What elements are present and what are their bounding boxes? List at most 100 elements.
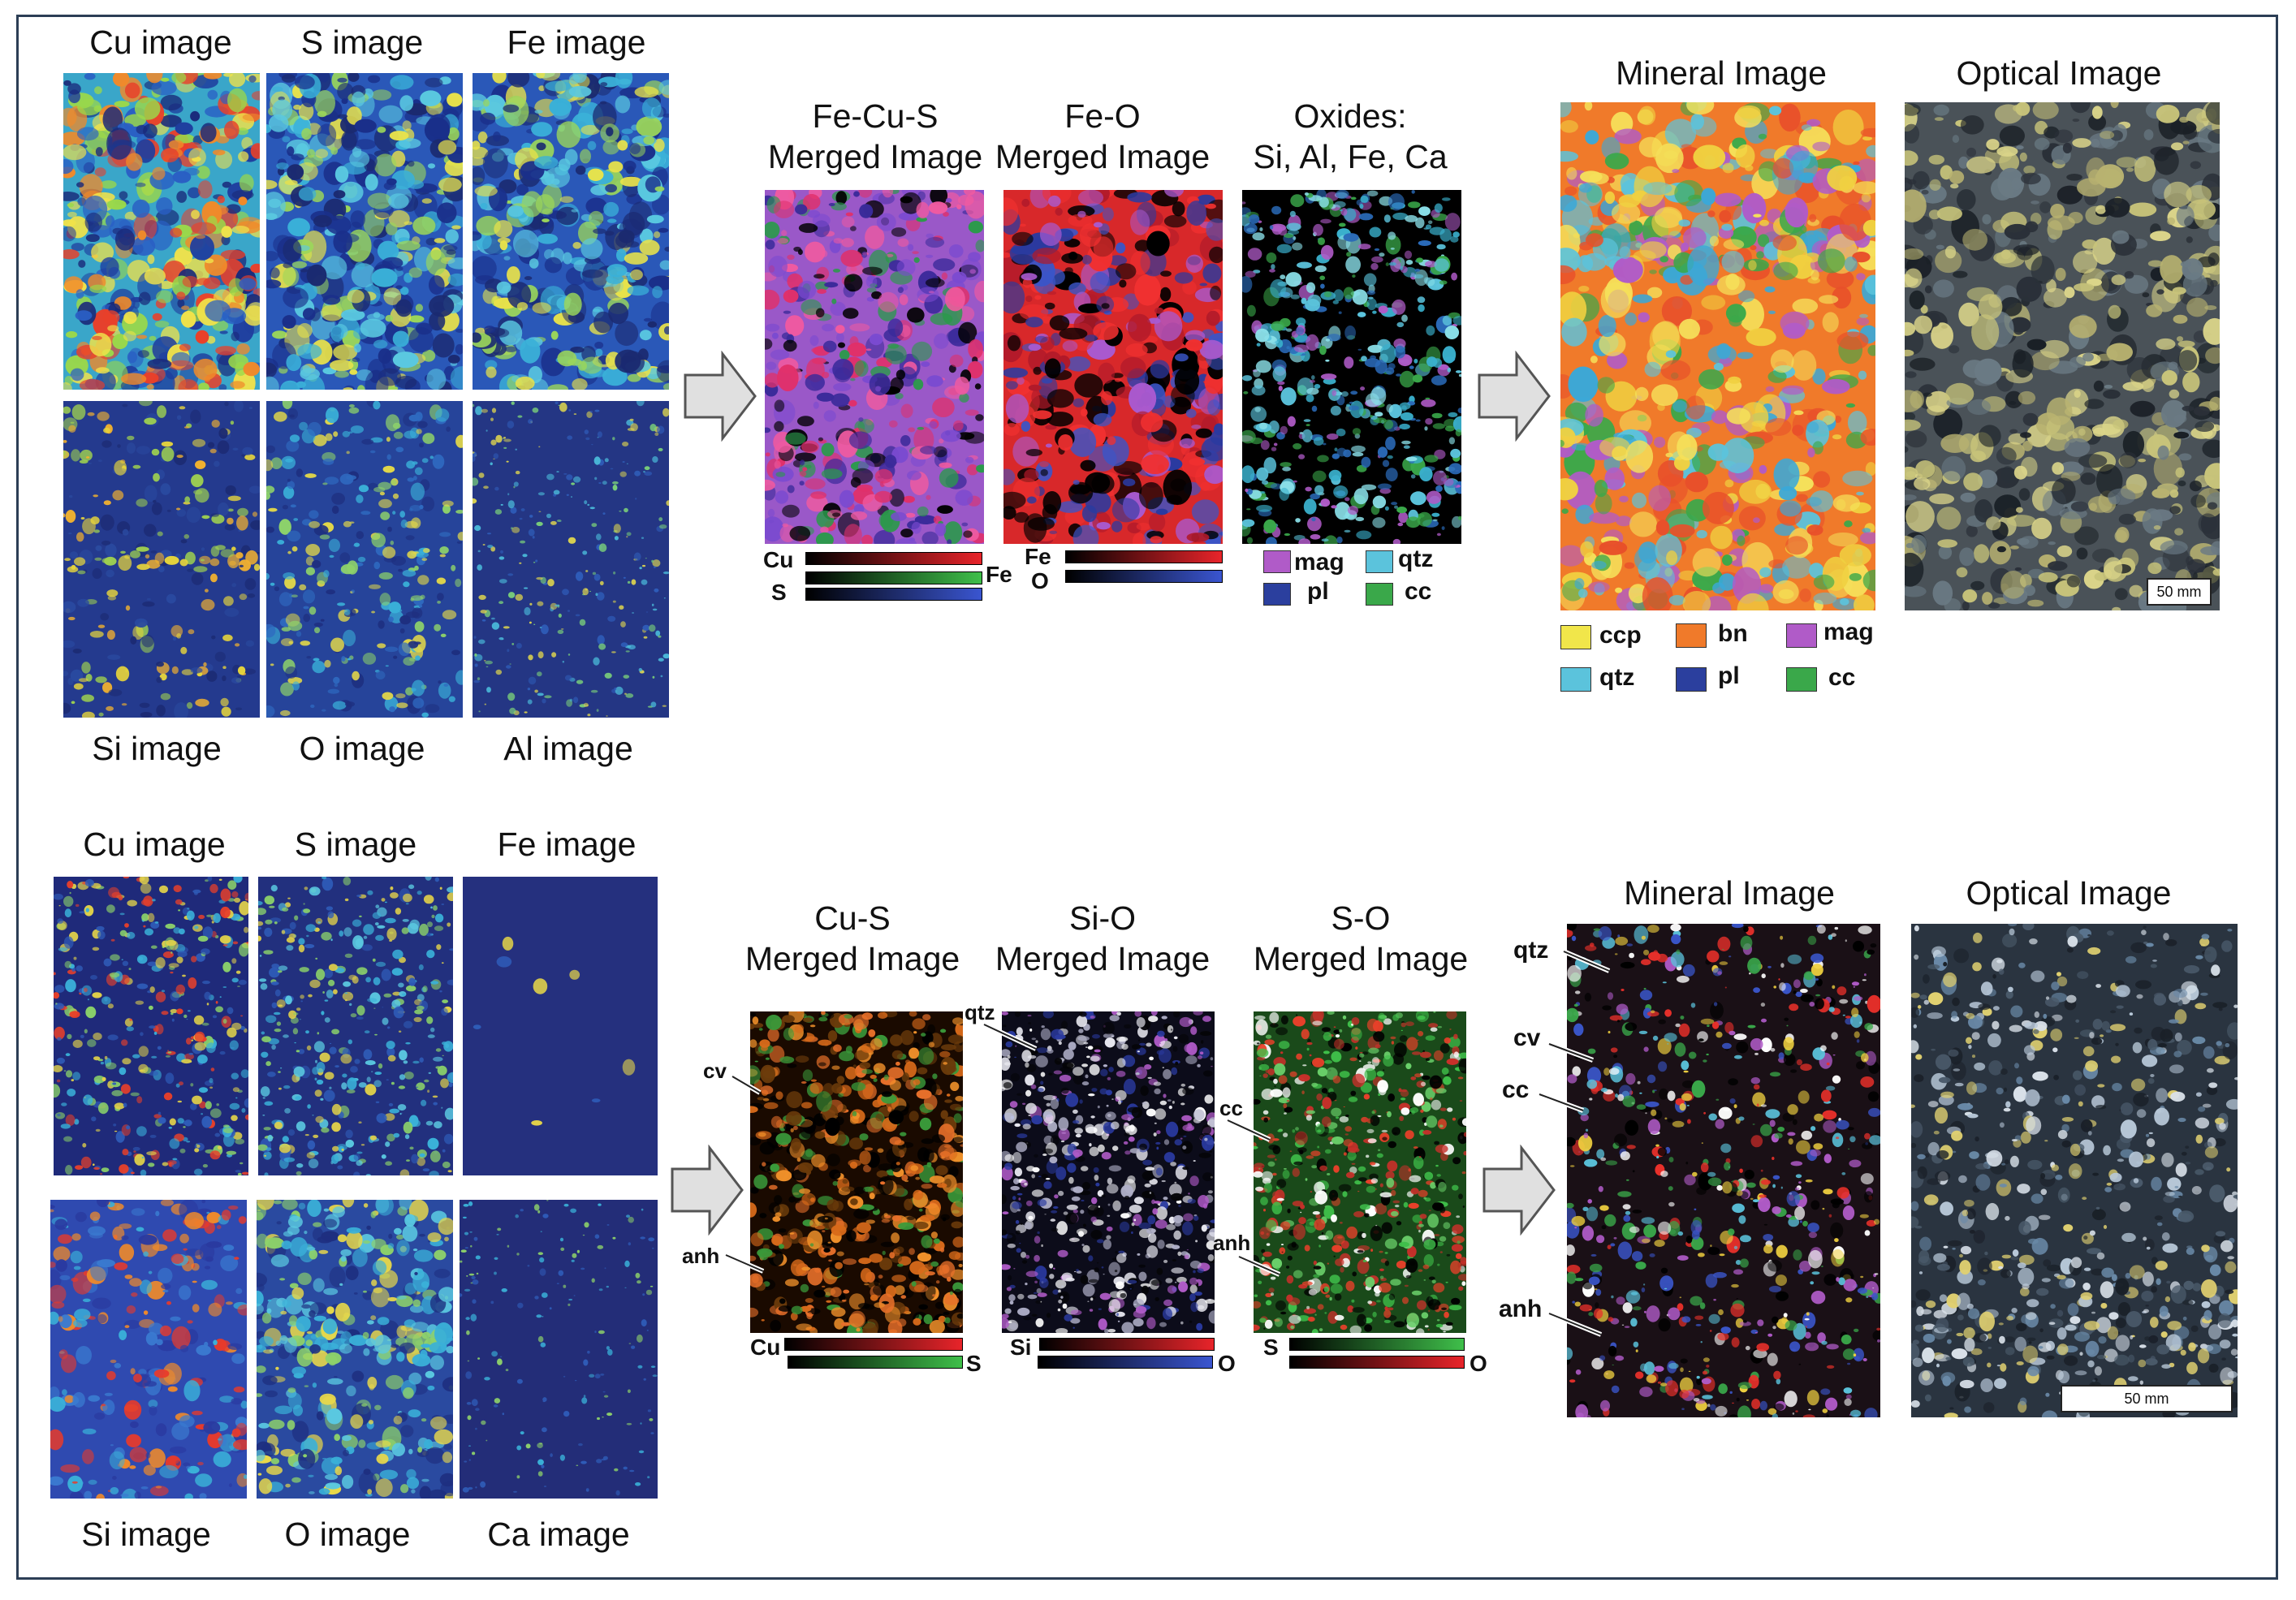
texture-grain [635, 498, 637, 500]
texture-grain [1952, 135, 1960, 144]
texture-grain [252, 511, 258, 517]
texture-grain [301, 127, 312, 140]
texture-grain [161, 148, 179, 163]
texture-grain [63, 406, 71, 414]
texture-grain [1199, 339, 1223, 360]
texture-grain [1339, 209, 1343, 212]
texture-grain [774, 399, 785, 412]
texture-grain [284, 576, 296, 589]
texture-grain [159, 885, 168, 894]
texture-grain [194, 1031, 205, 1042]
texture-grain [448, 696, 455, 702]
texture-grain [529, 258, 539, 269]
texture-grain [399, 628, 405, 634]
texture-grain [1293, 443, 1302, 450]
texture-grain [2189, 481, 2202, 492]
texture-grain [507, 282, 532, 308]
texture-grain [844, 274, 863, 292]
texture-grain [395, 375, 417, 389]
texture-grain [1405, 260, 1413, 265]
top-fe-map [473, 73, 669, 390]
texture-grain [765, 289, 780, 310]
texture-grain [63, 144, 87, 161]
texture-grain [76, 127, 99, 141]
texture-grain [897, 287, 904, 293]
texture-grain [925, 236, 945, 248]
texture-grain [799, 481, 805, 486]
texture-grain [280, 380, 300, 390]
texture-grain [1809, 213, 1817, 222]
texture-grain [1047, 412, 1074, 427]
texture-grain [1352, 428, 1362, 436]
texture-grain [1909, 290, 1925, 310]
texture-grain [976, 464, 984, 473]
texture-grain [1355, 516, 1365, 522]
texture-grain [1958, 302, 1979, 327]
texture-grain [1693, 144, 1726, 170]
texture-grain [2169, 389, 2180, 399]
texture-grain [438, 682, 451, 699]
texture-grain [1455, 429, 1461, 437]
texture-grain [572, 73, 587, 84]
texture-grain [616, 248, 627, 262]
texture-grain [1649, 270, 1657, 274]
texture-grain [425, 77, 443, 88]
texture-grain [151, 448, 160, 456]
texture-grain [385, 917, 396, 924]
texture-grain [191, 209, 200, 219]
texture-grain [1994, 494, 2021, 518]
texture-grain [1319, 275, 1326, 281]
texture-grain [54, 1026, 65, 1040]
texture-grain [1865, 462, 1875, 477]
texture-grain [244, 1098, 248, 1108]
texture-grain [196, 1144, 201, 1149]
texture-grain [74, 1119, 80, 1125]
texture-grain [330, 360, 354, 372]
texture-grain [195, 698, 209, 707]
texture-grain [235, 1138, 244, 1145]
texture-grain [2172, 287, 2186, 295]
texture-grain [2048, 541, 2056, 546]
texture-grain [1560, 102, 1572, 118]
texture-grain [1175, 353, 1189, 362]
texture-grain [369, 584, 381, 589]
texture-grain [75, 310, 93, 321]
texture-grain [1320, 498, 1331, 507]
texture-grain [2021, 456, 2038, 477]
texture-grain [1452, 231, 1460, 238]
texture-grain [1093, 236, 1114, 261]
texture-grain [282, 136, 291, 143]
texture-grain [1928, 154, 1944, 165]
texture-grain [390, 480, 397, 486]
texture-grain [777, 364, 799, 391]
texture-grain [1560, 265, 1576, 285]
texture-grain [54, 1084, 61, 1098]
texture-grain [875, 386, 882, 392]
texture-grain [1759, 584, 1774, 593]
texture-grain [140, 882, 152, 894]
texture-grain [126, 153, 143, 171]
texture-grain [150, 945, 158, 949]
texture-grain [1580, 541, 1594, 558]
texture-grain [307, 421, 322, 437]
texture-grain [387, 386, 399, 390]
texture-grain [127, 435, 135, 441]
texture-grain [1019, 223, 1026, 227]
texture-grain [490, 328, 510, 338]
texture-grain [1655, 143, 1684, 174]
texture-grain [66, 331, 78, 339]
texture-grain [140, 712, 153, 718]
texture-grain [193, 1015, 205, 1025]
texture-grain [234, 897, 241, 903]
texture-grain [519, 562, 522, 564]
texture-grain [1971, 314, 2000, 351]
texture-grain [318, 73, 330, 83]
texture-grain [473, 93, 488, 111]
texture-grain [494, 220, 513, 239]
texture-grain [1429, 226, 1445, 235]
texture-grain [209, 1086, 214, 1089]
texture-grain [1394, 345, 1406, 359]
texture-grain [239, 593, 248, 601]
texture-grain [114, 1102, 125, 1110]
texture-grain [1644, 361, 1661, 377]
